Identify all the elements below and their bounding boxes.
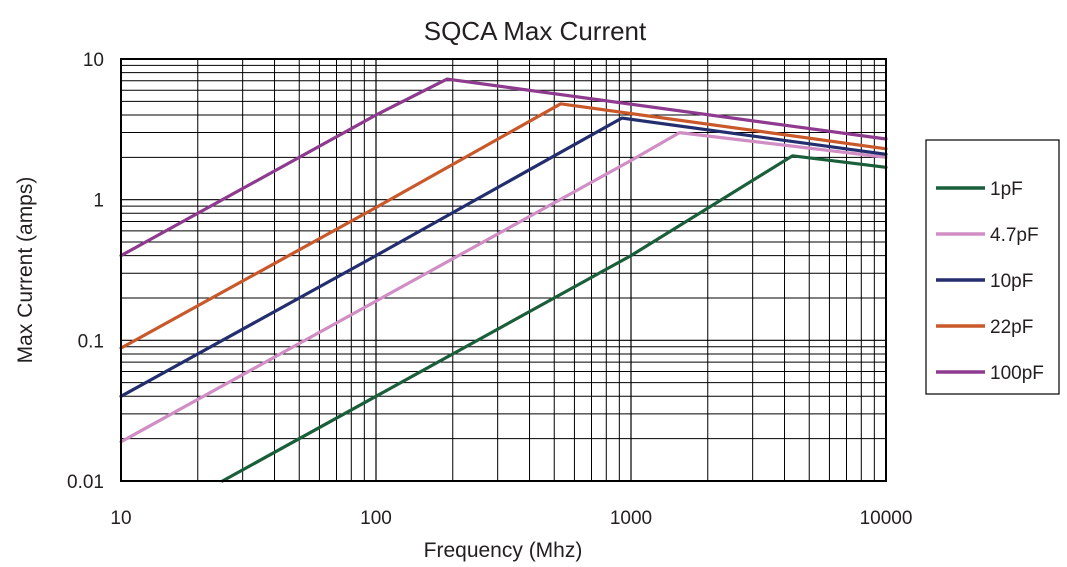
y-tick-label: 10 — [83, 50, 104, 71]
legend-box — [925, 139, 1060, 395]
legend-label: 22pF — [990, 317, 1033, 338]
chart-title: SQCA Max Current — [424, 16, 647, 46]
series-line-4-7pf — [119, 131, 888, 444]
series-line-100pf — [119, 77, 888, 258]
series-line-1pf — [220, 154, 888, 483]
legend-label: 100pF — [990, 363, 1044, 384]
series-lines — [119, 77, 888, 483]
x-tick-label: 10000 — [860, 508, 913, 529]
x-tick-labels: 10 100 1000 10000 — [110, 508, 912, 529]
series-line-22pf — [119, 102, 888, 350]
legend-label: 10pF — [990, 271, 1033, 292]
legend-label: 4.7pF — [990, 225, 1039, 246]
legend: 1pF 4.7pF 10pF 22pF 100pF — [925, 139, 1060, 395]
series-line-10pf — [119, 116, 888, 398]
grid — [121, 59, 886, 481]
x-tick-label: 1000 — [610, 508, 652, 529]
x-axis-label: Frequency (Mhz) — [424, 539, 583, 562]
y-tick-label: 0.1 — [78, 331, 104, 352]
plot-frame — [120, 58, 887, 482]
y-tick-label: 1 — [93, 191, 104, 212]
y-tick-label: 0.01 — [67, 472, 104, 493]
legend-label: 1pF — [990, 179, 1023, 200]
y-axis-label: Max Current (amps) — [14, 177, 37, 364]
x-tick-label: 100 — [360, 508, 392, 529]
y-tick-labels: 0.01 0.1 1 10 — [67, 50, 104, 493]
x-tick-label: 10 — [110, 508, 131, 529]
